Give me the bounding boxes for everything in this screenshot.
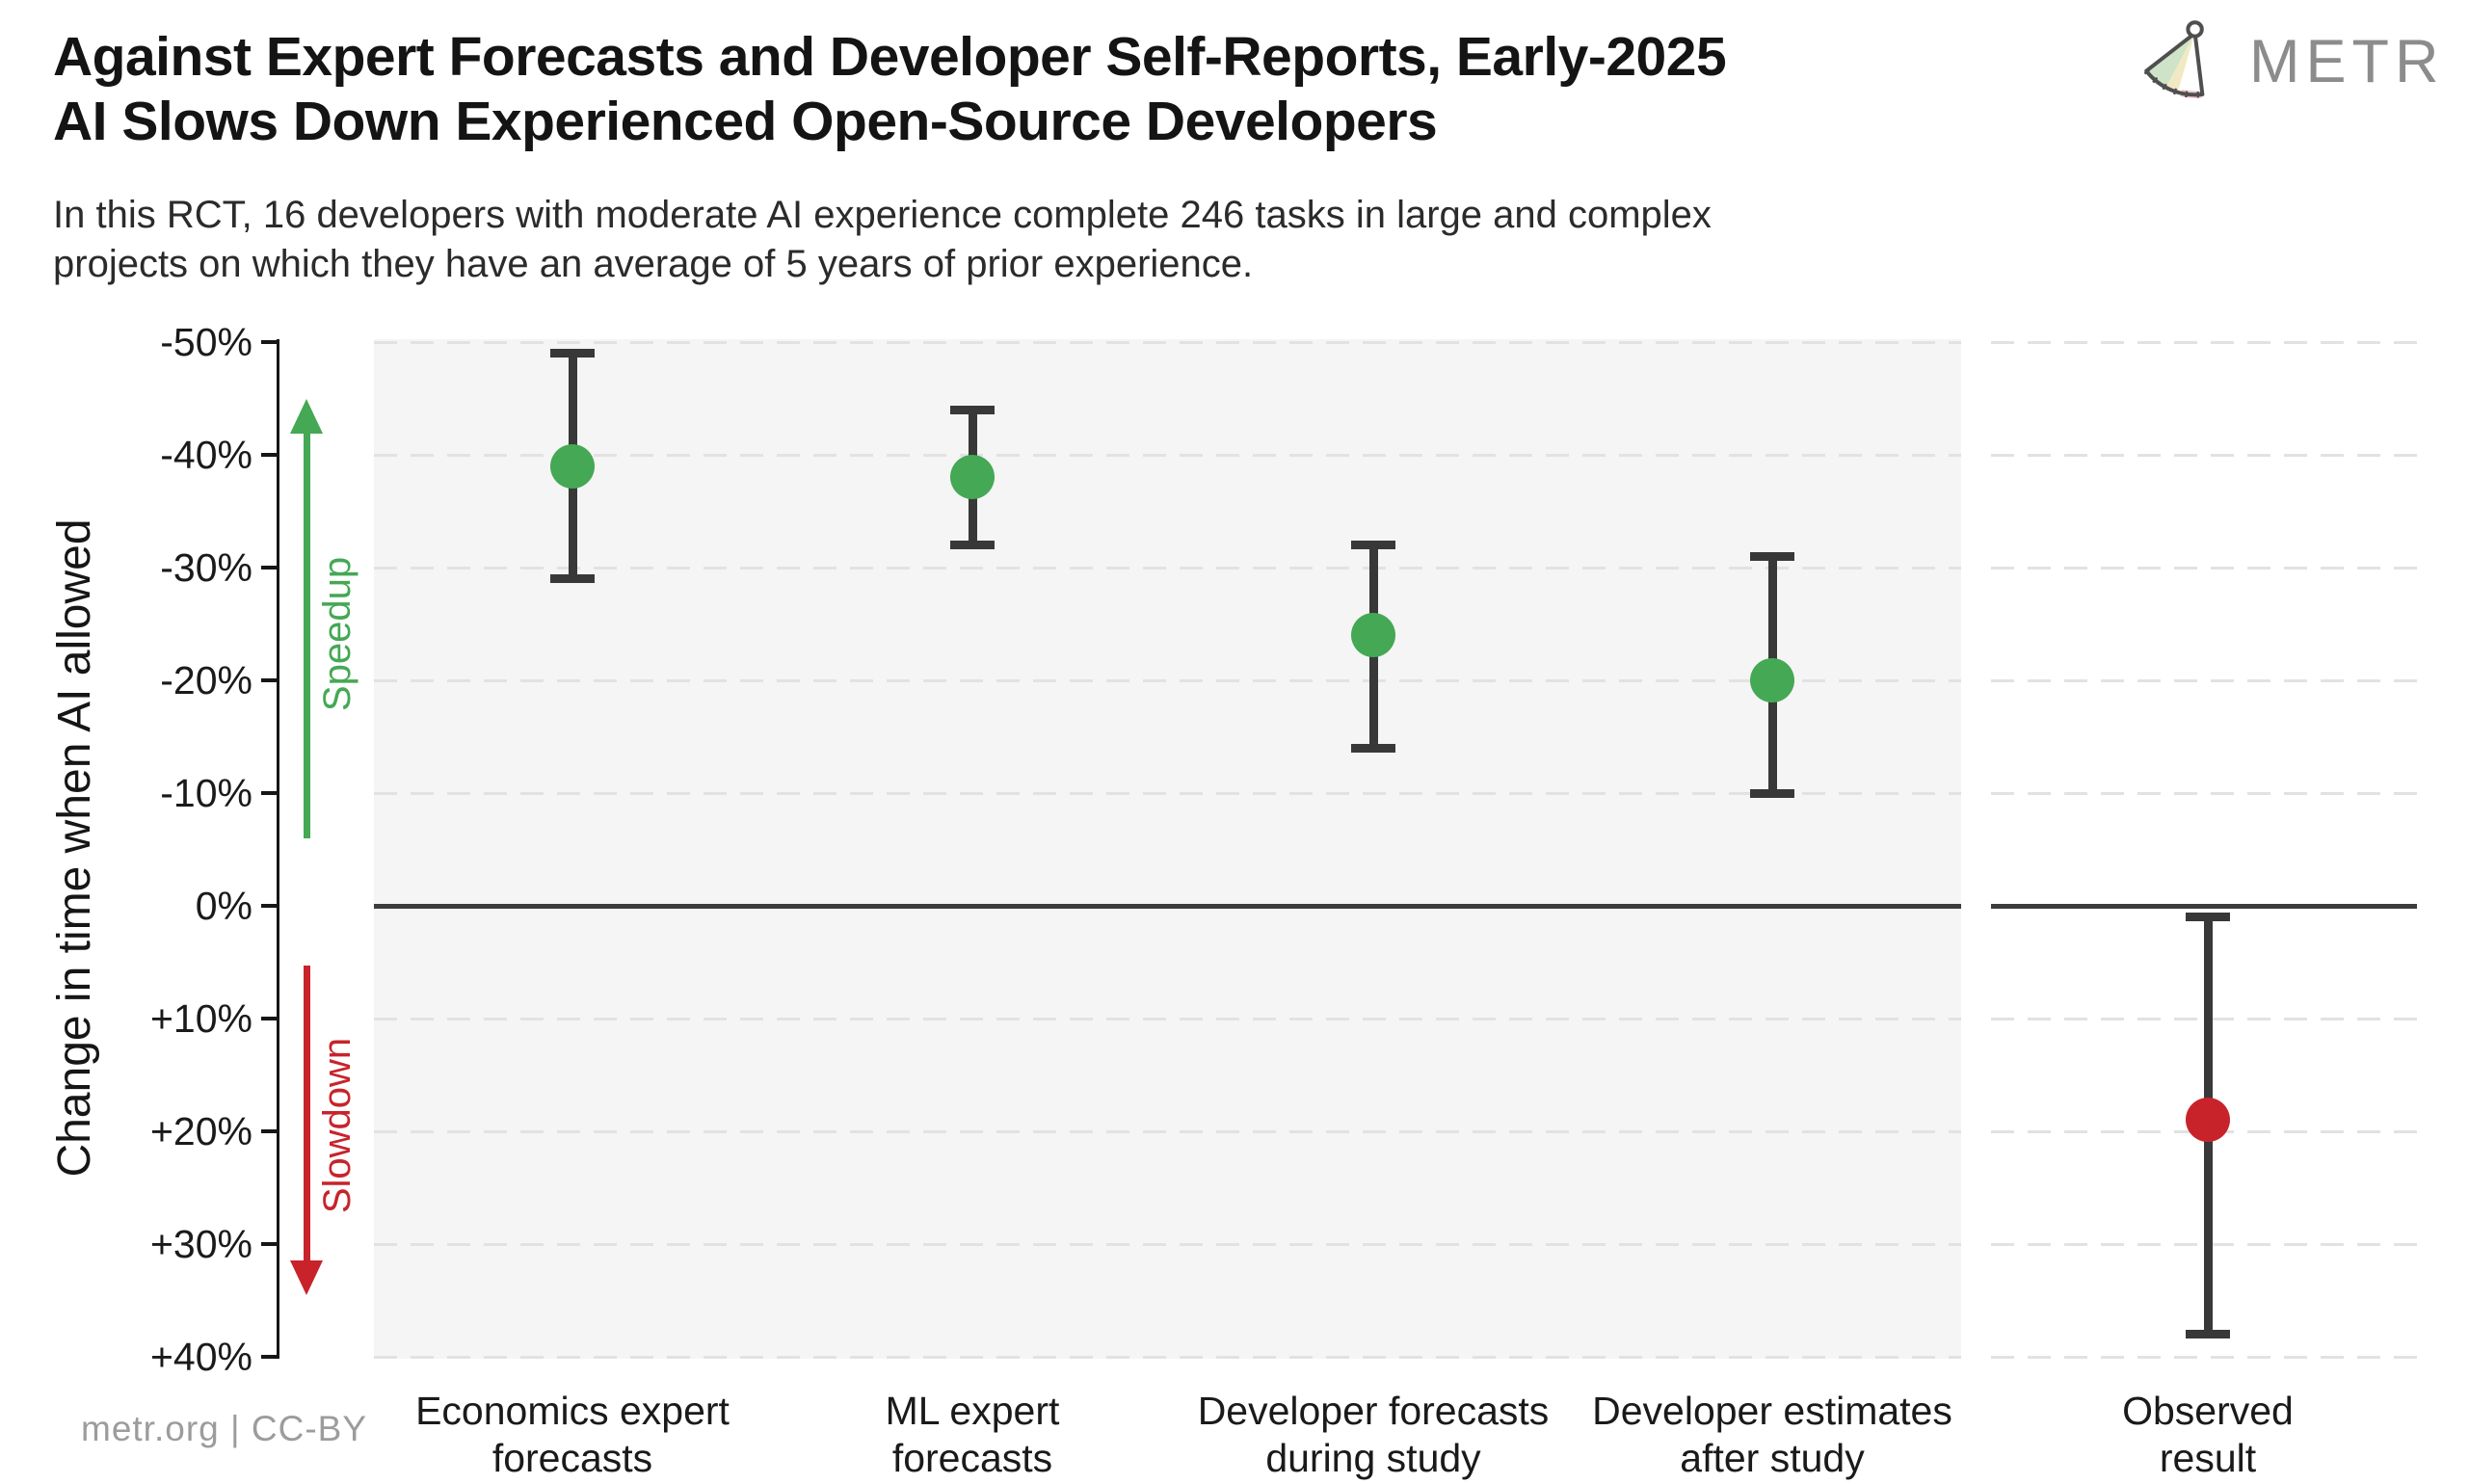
title-line-1: Against Expert Forecasts and Developer S…	[53, 26, 1727, 88]
speedup-label: Speedup	[316, 556, 358, 712]
slowdown-arrow-line	[304, 966, 310, 1260]
category-label-line: Developer estimates	[1592, 1389, 1952, 1433]
category-label-line: result	[2159, 1436, 2257, 1480]
y-tick	[261, 678, 277, 682]
metr-logo: METR	[2132, 13, 2459, 110]
zero-line	[374, 903, 1961, 909]
y-tick	[261, 791, 277, 795]
y-tick-label: -50%	[160, 320, 252, 364]
point-marker	[2186, 1098, 2230, 1143]
y-tick-label: +10%	[149, 996, 252, 1041]
category-label-line: Developer forecasts	[1197, 1389, 1550, 1433]
category-label: ML expert forecasts	[741, 1388, 1204, 1482]
speedup-arrowhead-icon	[290, 399, 323, 434]
gridline	[1991, 791, 2417, 795]
main-plot-panel	[374, 339, 1961, 1359]
y-tick-label: -30%	[160, 545, 252, 590]
error-bar-cap	[1351, 743, 1395, 753]
y-tick	[261, 566, 277, 570]
y-tick	[261, 1129, 277, 1133]
gridline	[1991, 453, 2417, 457]
metr-pendulum-icon	[2143, 20, 2205, 98]
y-axis-line	[277, 339, 279, 1359]
category-label-line: forecasts	[491, 1436, 653, 1480]
chart-subtitle: In this RCT, 16 developers with moderate…	[53, 191, 1712, 289]
subtitle-line-2: projects on which they have an average o…	[53, 243, 1254, 285]
y-tick	[261, 340, 277, 344]
gridline	[1991, 1355, 2417, 1359]
y-tick	[261, 1242, 277, 1246]
speedup-arrow-line	[304, 432, 310, 838]
y-tick	[261, 453, 277, 457]
error-bar-cap	[2186, 1330, 2230, 1339]
subtitle-line-1: In this RCT, 16 developers with moderate…	[53, 194, 1712, 236]
error-bar-cap	[950, 541, 995, 550]
gridline	[374, 678, 1961, 682]
point-marker	[1750, 658, 1794, 702]
y-tick	[261, 904, 277, 908]
error-bar-cap	[1351, 541, 1395, 550]
gridline	[374, 340, 1961, 344]
y-tick-label: -40%	[160, 433, 252, 477]
gridline	[374, 566, 1961, 570]
category-label: Observed result	[1977, 1388, 2439, 1482]
gridline	[374, 791, 1961, 795]
y-tick	[261, 1355, 277, 1359]
zero-line	[1991, 903, 2417, 909]
y-tick-label: -10%	[160, 771, 252, 815]
category-label: Developer estimates after study	[1541, 1388, 2004, 1482]
y-tick-label: +20%	[149, 1109, 252, 1153]
error-bar-cap	[550, 574, 595, 584]
point-marker	[550, 443, 595, 489]
slowdown-arrowhead-icon	[290, 1260, 323, 1295]
error-bar-cap	[1750, 788, 1794, 798]
page-title: Against Expert Forecasts and Developer S…	[53, 25, 1727, 154]
title-line-2: AI Slows Down Experienced Open-Source De…	[53, 91, 1438, 152]
gridline	[374, 1129, 1961, 1133]
metr-logo-text: METR	[2249, 28, 2445, 95]
y-tick	[261, 1017, 277, 1020]
gridline	[374, 453, 1961, 457]
point-marker	[950, 455, 995, 500]
category-label-line: Economics expert	[415, 1389, 730, 1433]
gridline	[374, 1355, 1961, 1359]
y-tick-label: +40%	[149, 1335, 252, 1379]
error-bar-cap	[2186, 913, 2230, 922]
category-label: Economics expert forecasts	[341, 1388, 804, 1482]
gridline	[1991, 566, 2417, 570]
error-bar-cap	[950, 405, 995, 414]
category-label-line: during study	[1265, 1436, 1481, 1480]
y-tick-label: -20%	[160, 658, 252, 702]
gridline	[374, 1242, 1961, 1246]
error-bar-cap	[550, 349, 595, 358]
y-tick-label: +30%	[149, 1222, 252, 1266]
point-marker	[1351, 613, 1395, 658]
category-label-line: after study	[1680, 1436, 1865, 1480]
y-tick-label: 0%	[195, 884, 252, 928]
category-label-line: ML expert	[885, 1389, 1060, 1433]
category-label-line: Observed	[2122, 1389, 2294, 1433]
category-label-line: forecasts	[891, 1436, 1053, 1480]
footer-credit: metr.org | CC-BY	[81, 1409, 368, 1448]
error-bar-cap	[1750, 551, 1794, 561]
gridline	[1991, 340, 2417, 344]
gridline	[374, 1017, 1961, 1020]
slowdown-label: Slowdown	[316, 1037, 358, 1214]
gridline	[1991, 678, 2417, 682]
category-label: Developer forecasts during study	[1142, 1388, 1605, 1482]
